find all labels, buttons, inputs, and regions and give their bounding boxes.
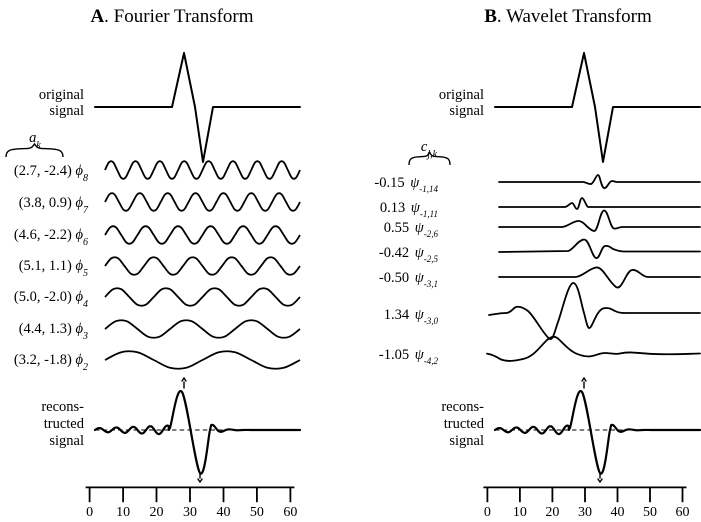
svg-text:tructed: tructed [44, 416, 85, 432]
svg-text:30: 30 [578, 505, 592, 520]
svg-text:recons-: recons- [41, 399, 84, 415]
svg-text:signal: signal [449, 103, 484, 119]
svg-text:50: 50 [643, 505, 657, 520]
svg-text:0: 0 [484, 505, 491, 520]
svg-text:signal: signal [49, 103, 84, 119]
svg-text:recons-: recons- [441, 399, 484, 415]
svg-text:20: 20 [545, 505, 559, 520]
svg-text:20: 20 [150, 505, 164, 520]
svg-text:60: 60 [283, 505, 297, 520]
svg-text:signal: signal [449, 433, 484, 449]
svg-text:10: 10 [116, 505, 130, 520]
svg-text:B. Wavelet Transform: B. Wavelet Transform [484, 6, 652, 27]
svg-text:original: original [439, 87, 484, 103]
svg-text:0: 0 [86, 505, 93, 520]
svg-text:tructed: tructed [444, 416, 485, 432]
svg-text:40: 40 [611, 505, 625, 520]
svg-text:50: 50 [250, 505, 264, 520]
svg-text:A. Fourier Transform: A. Fourier Transform [90, 6, 253, 27]
svg-text:30: 30 [183, 505, 197, 520]
svg-text:40: 40 [217, 505, 231, 520]
svg-text:60: 60 [676, 505, 690, 520]
svg-text:original: original [39, 87, 84, 103]
svg-text:10: 10 [513, 505, 527, 520]
svg-text:signal: signal [49, 433, 84, 449]
